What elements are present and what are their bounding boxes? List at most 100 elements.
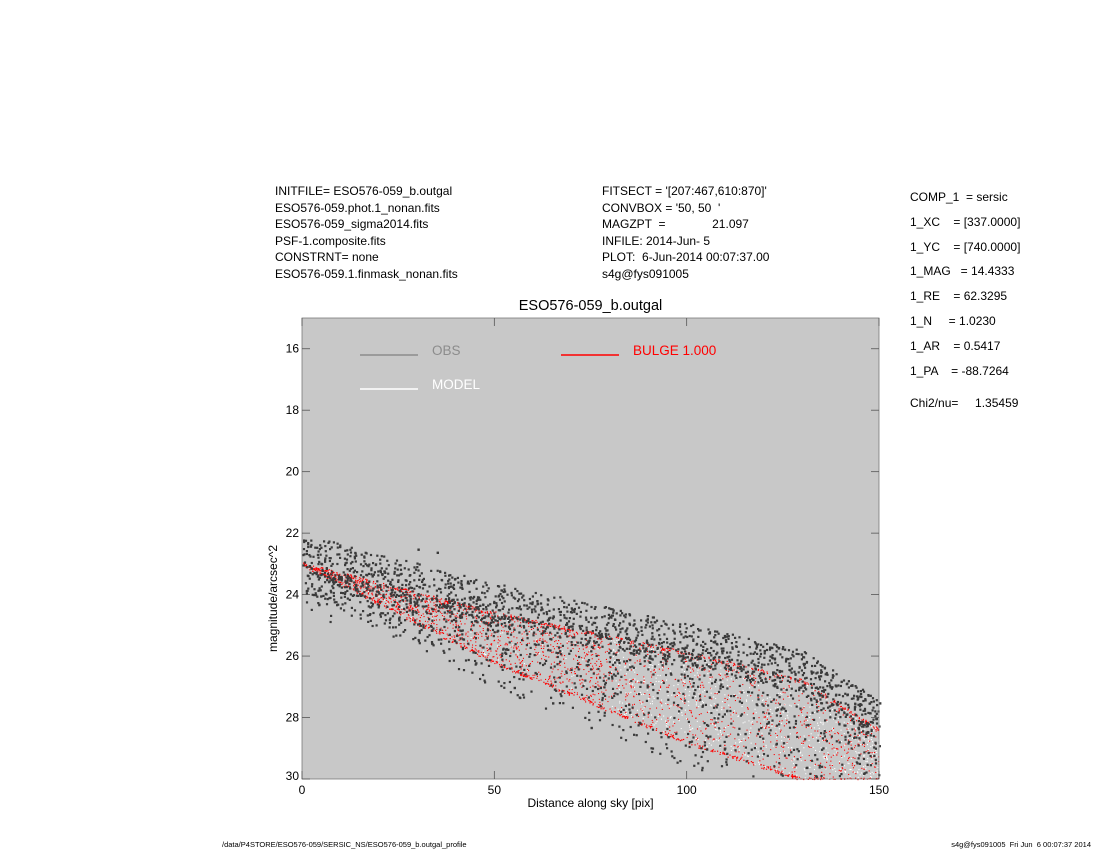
obs-point bbox=[359, 601, 362, 604]
obs-point bbox=[361, 582, 364, 585]
obs-point bbox=[350, 546, 353, 549]
bulge-point bbox=[837, 721, 839, 723]
bulge-point bbox=[542, 623, 544, 625]
model-point bbox=[654, 683, 656, 685]
bulge-point bbox=[825, 767, 827, 769]
model-point bbox=[673, 685, 675, 687]
model-point bbox=[854, 763, 856, 765]
obs-point bbox=[673, 643, 676, 646]
bulge-point bbox=[473, 607, 475, 609]
obs-point bbox=[677, 648, 680, 651]
model-point bbox=[694, 674, 696, 676]
obs-point bbox=[462, 669, 466, 672]
obs-point bbox=[607, 617, 610, 620]
obs-point bbox=[614, 661, 617, 664]
bulge-point bbox=[323, 574, 325, 576]
obs-point bbox=[388, 626, 391, 629]
model-point bbox=[694, 659, 696, 661]
obs-point bbox=[755, 647, 758, 650]
bulge-point bbox=[471, 630, 473, 632]
bulge-point bbox=[578, 662, 580, 664]
obs-point bbox=[497, 680, 500, 683]
bulge-point bbox=[455, 622, 457, 624]
model-point bbox=[657, 674, 659, 676]
bulge-point bbox=[674, 722, 676, 724]
bulge-point bbox=[493, 656, 495, 658]
obs-point bbox=[667, 698, 670, 701]
obs-point bbox=[500, 665, 503, 669]
model-point bbox=[734, 665, 736, 667]
bulge-point bbox=[449, 622, 451, 624]
bulge-point bbox=[667, 732, 669, 734]
obs-point bbox=[820, 702, 823, 705]
bulge-point bbox=[639, 659, 641, 661]
bulge-point bbox=[520, 617, 523, 619]
bulge-point bbox=[512, 619, 514, 621]
bulge-point bbox=[425, 626, 427, 628]
obs-point bbox=[516, 600, 520, 603]
bulge-point bbox=[383, 586, 385, 588]
obs-point bbox=[584, 638, 587, 641]
obs-point bbox=[640, 681, 643, 684]
bulge-point bbox=[459, 634, 461, 636]
bulge-point bbox=[471, 648, 473, 651]
model-point bbox=[871, 744, 873, 746]
bulge-point bbox=[810, 727, 812, 729]
bulge-point bbox=[576, 692, 578, 694]
model-point bbox=[631, 684, 633, 686]
bulge-point bbox=[458, 635, 460, 637]
obs-point bbox=[850, 697, 853, 700]
model-point bbox=[864, 765, 866, 767]
obs-point bbox=[875, 699, 878, 702]
model-point bbox=[730, 678, 732, 680]
obs-point bbox=[685, 627, 688, 630]
obs-point bbox=[731, 646, 734, 649]
bulge-point bbox=[729, 686, 731, 688]
obs-point bbox=[599, 705, 602, 708]
bulge-point bbox=[626, 717, 628, 719]
obs-point bbox=[389, 592, 392, 595]
model-point bbox=[637, 680, 639, 682]
model-point bbox=[758, 763, 760, 765]
obs-point bbox=[794, 678, 797, 681]
obs-point bbox=[671, 663, 674, 666]
model-point bbox=[805, 773, 807, 775]
bulge-point bbox=[506, 667, 508, 670]
obs-point bbox=[812, 657, 815, 660]
obs-point bbox=[614, 618, 617, 621]
bulge-point bbox=[634, 662, 636, 664]
bulge-point bbox=[711, 698, 713, 700]
bulge-point bbox=[776, 735, 778, 737]
model-point bbox=[470, 637, 472, 639]
bulge-point bbox=[375, 601, 377, 603]
bulge-point bbox=[482, 630, 484, 632]
model-point bbox=[623, 713, 625, 715]
bulge-point bbox=[536, 641, 538, 643]
bulge-point bbox=[783, 750, 785, 752]
bulge-point bbox=[601, 664, 603, 666]
obs-point bbox=[704, 642, 707, 645]
obs-point bbox=[688, 634, 691, 638]
bulge-point bbox=[689, 667, 691, 669]
obs-point bbox=[336, 553, 339, 556]
obs-point bbox=[820, 669, 823, 672]
obs-point bbox=[737, 663, 740, 666]
bulge-point bbox=[711, 676, 713, 678]
obs-point bbox=[692, 685, 695, 688]
bulge-point bbox=[696, 728, 698, 730]
obs-point bbox=[600, 632, 603, 636]
bulge-point bbox=[419, 620, 421, 622]
model-point bbox=[831, 727, 833, 729]
bulge-point bbox=[447, 635, 449, 637]
obs-point bbox=[666, 747, 669, 750]
bulge-point bbox=[502, 665, 504, 667]
bulge-point bbox=[500, 653, 502, 655]
bulge-point bbox=[677, 738, 679, 740]
bulge-point bbox=[634, 690, 636, 692]
model-point bbox=[685, 695, 687, 697]
model-point bbox=[656, 720, 658, 722]
bulge-point bbox=[609, 635, 611, 638]
bulge-point bbox=[332, 575, 334, 577]
obs-point bbox=[516, 590, 519, 593]
bulge-point bbox=[330, 576, 332, 578]
